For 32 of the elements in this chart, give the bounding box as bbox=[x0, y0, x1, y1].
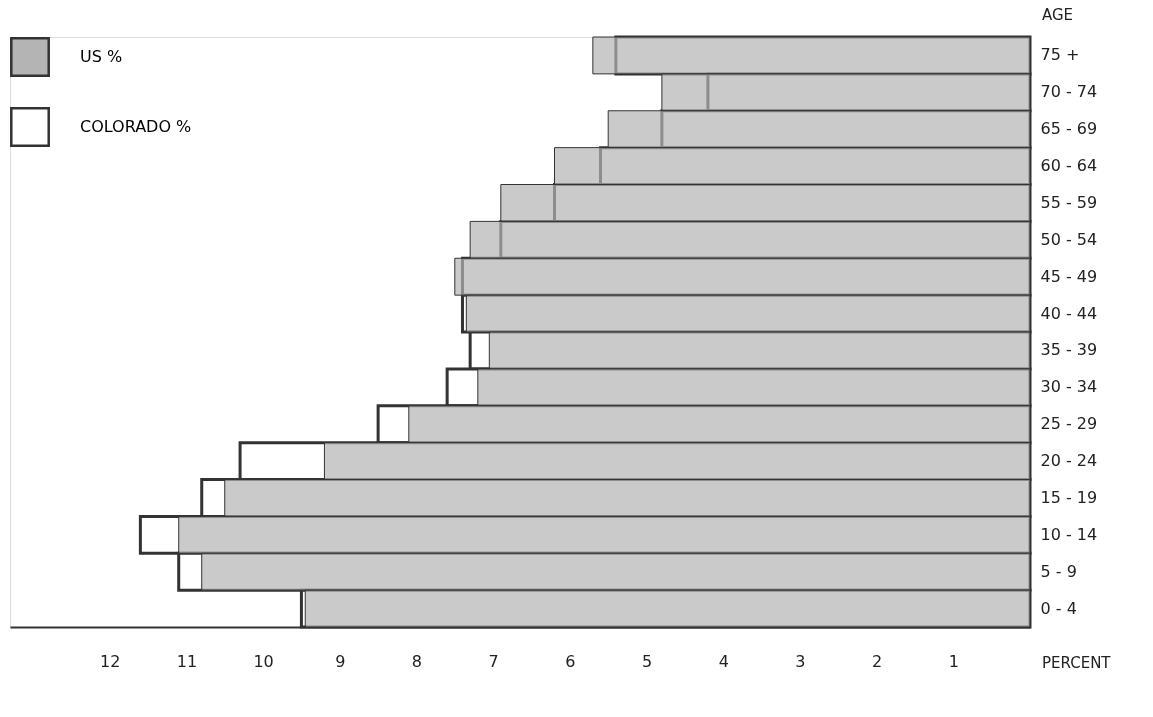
y-tick-label: 15 - 19 bbox=[1040, 487, 1098, 507]
x-tick-label: 5 bbox=[641, 651, 653, 671]
x-tick-label: 4 bbox=[718, 651, 729, 671]
y-tick-label: 45 - 49 bbox=[1040, 266, 1098, 286]
y-tick-label: 75 + bbox=[1040, 45, 1080, 65]
y-tick-label: 0 - 4 bbox=[1040, 598, 1077, 618]
y-tick-label: 60 - 64 bbox=[1040, 156, 1098, 176]
x-tick-label: 10 bbox=[253, 651, 274, 671]
x-tick-label: 6 bbox=[565, 651, 576, 671]
y-tick-label: 40 - 44 bbox=[1040, 303, 1098, 323]
y-tick-label: 5 - 9 bbox=[1040, 561, 1077, 581]
y-tick-label: 10 - 14 bbox=[1040, 524, 1098, 544]
y-tick-label: 20 - 24 bbox=[1040, 451, 1098, 471]
y-tick-label: 65 - 69 bbox=[1040, 119, 1098, 139]
y-tick-label: 35 - 39 bbox=[1040, 340, 1098, 360]
y-tick-label: 70 - 74 bbox=[1040, 82, 1098, 102]
y-tick-label: 55 - 59 bbox=[1040, 192, 1098, 212]
y-axis-title: AGE bbox=[1042, 6, 1074, 24]
legend-label: US % bbox=[80, 47, 123, 66]
x-tick-label: 12 bbox=[100, 651, 121, 671]
x-tick-label: 2 bbox=[872, 651, 883, 671]
legend-label: COLORADO % bbox=[80, 117, 192, 136]
x-axis-title: PERCENT bbox=[1042, 654, 1112, 672]
x-tick-label: 9 bbox=[335, 651, 346, 671]
x-tick-label: 8 bbox=[411, 651, 423, 671]
x-tick-label: 11 bbox=[176, 651, 198, 671]
y-tick-label: 30 - 34 bbox=[1040, 377, 1098, 397]
x-tick-label: 7 bbox=[488, 651, 499, 671]
y-tick-label: 50 - 54 bbox=[1040, 229, 1098, 249]
x-tick-label: 3 bbox=[795, 651, 806, 671]
y-tick-label: 25 - 29 bbox=[1040, 414, 1098, 434]
x-tick-label: 1 bbox=[948, 651, 959, 671]
